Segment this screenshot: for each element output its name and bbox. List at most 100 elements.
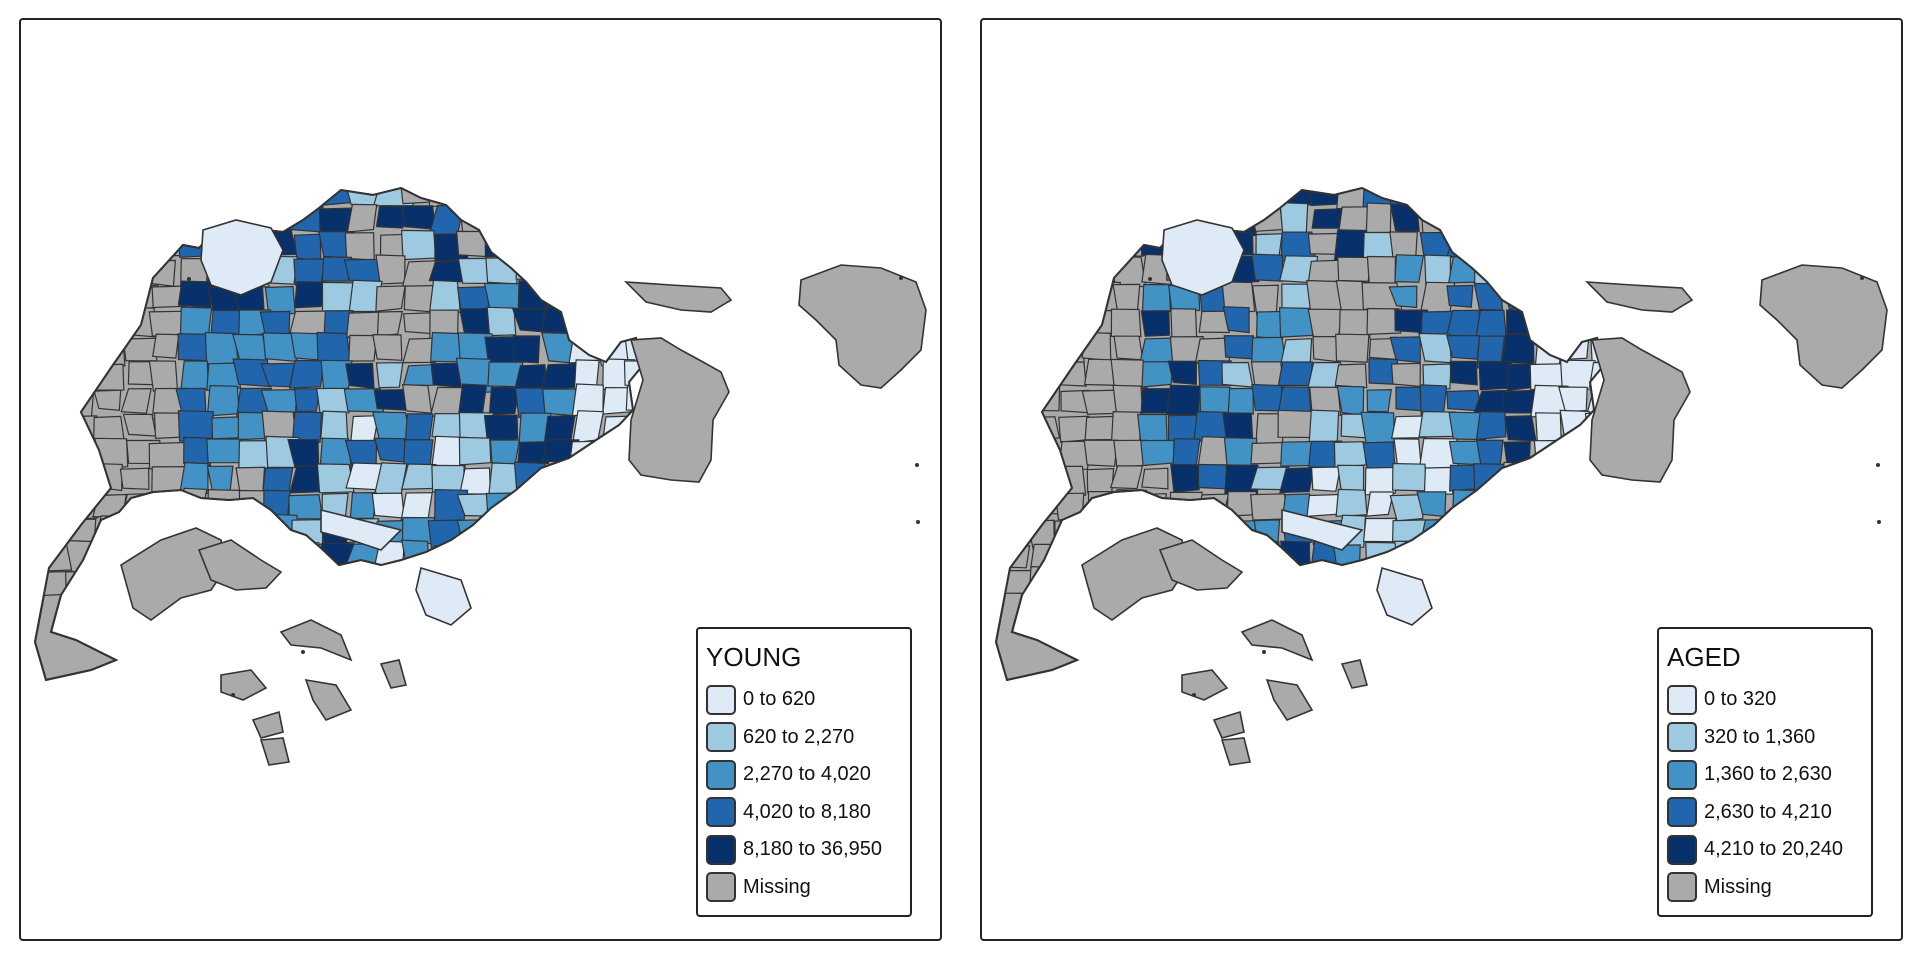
islet-dot bbox=[1860, 276, 1864, 280]
subzone-polygon bbox=[94, 188, 123, 209]
subzone-polygon bbox=[514, 490, 554, 519]
subzone-polygon bbox=[1141, 467, 1169, 490]
subzone-polygon bbox=[1643, 493, 1670, 515]
subzone-polygon bbox=[93, 515, 128, 547]
subzone-polygon bbox=[1614, 209, 1647, 232]
subzone-polygon bbox=[1116, 203, 1142, 236]
subzone-polygon bbox=[539, 468, 576, 495]
subzone-polygon bbox=[1280, 540, 1311, 575]
subzone-polygon bbox=[1308, 409, 1340, 445]
subzone-polygon bbox=[1675, 257, 1702, 285]
subzone-polygon bbox=[1110, 228, 1146, 257]
subzone-polygon bbox=[1084, 415, 1116, 441]
offshore-island bbox=[1181, 669, 1229, 701]
subzone-polygon bbox=[69, 438, 96, 466]
subzone-polygon bbox=[568, 335, 610, 364]
subzone-polygon bbox=[372, 570, 410, 599]
legend-swatch bbox=[1667, 759, 1697, 790]
subzone-polygon bbox=[1362, 517, 1397, 543]
subzone-polygon bbox=[1529, 188, 1567, 212]
offshore-island bbox=[220, 669, 268, 701]
subzone-polygon bbox=[1000, 493, 1034, 517]
map-panel-aged: AGED 0 to 320 320 to 1,360 1,360 to 2,63… bbox=[980, 18, 1903, 941]
offshore-island bbox=[1759, 264, 1888, 389]
subzone-polygon bbox=[1031, 358, 1059, 390]
subzone-polygon bbox=[1309, 386, 1342, 417]
subzone-polygon bbox=[1338, 309, 1371, 340]
subzone-polygon bbox=[1360, 411, 1396, 445]
subzone-polygon bbox=[292, 411, 323, 443]
map-panel-young: YOUNG 0 to 620 620 to 2,270 2,270 to 4,0… bbox=[19, 18, 942, 941]
subzone-polygon bbox=[596, 570, 632, 594]
subzone-polygon bbox=[576, 311, 609, 339]
subzone-polygon bbox=[543, 202, 573, 231]
subzone-polygon bbox=[148, 441, 187, 470]
subzone-polygon bbox=[176, 487, 208, 519]
offshore-island bbox=[623, 281, 733, 313]
subzone-polygon bbox=[1587, 513, 1604, 542]
subzone-polygon bbox=[1055, 205, 1091, 234]
subzone-polygon bbox=[544, 414, 576, 444]
subzone-polygon bbox=[462, 565, 497, 599]
subzone-polygon bbox=[317, 567, 352, 594]
subzone-polygon bbox=[37, 188, 70, 206]
subzone-polygon bbox=[1417, 188, 1456, 209]
subzone-polygon bbox=[712, 178, 745, 206]
subzone-polygon bbox=[627, 492, 643, 521]
subzone-polygon bbox=[1445, 309, 1481, 340]
subzone-polygon bbox=[1003, 188, 1040, 206]
subzone-polygon bbox=[1672, 518, 1710, 546]
subzone-polygon bbox=[569, 207, 598, 232]
subzone-polygon bbox=[1222, 306, 1250, 334]
subzone-polygon bbox=[1504, 570, 1538, 599]
legend-label: 320 to 1,360 bbox=[1704, 725, 1816, 748]
subzone-polygon bbox=[1389, 336, 1421, 364]
legend-label: 4,020 to 8,180 bbox=[743, 800, 871, 823]
subzone-polygon bbox=[1000, 412, 1035, 439]
subzone-polygon bbox=[655, 542, 689, 566]
subzone-polygon bbox=[488, 206, 521, 236]
subzone-polygon bbox=[1445, 540, 1478, 571]
subzone-polygon bbox=[43, 466, 73, 493]
subzone-polygon bbox=[63, 233, 99, 262]
subzone-polygon bbox=[1561, 310, 1597, 339]
subzone-polygon bbox=[1648, 545, 1674, 575]
subzone-polygon bbox=[293, 570, 331, 601]
subzone-polygon bbox=[1170, 188, 1205, 209]
legend-title: AGED bbox=[1667, 642, 1741, 672]
legend-label: 0 to 320 bbox=[1704, 688, 1777, 711]
subzone-polygon bbox=[206, 362, 242, 392]
subzone-polygon bbox=[1166, 384, 1201, 416]
subzone-polygon bbox=[1170, 308, 1198, 341]
subzone-polygon bbox=[541, 543, 573, 569]
subzone-polygon bbox=[1534, 490, 1564, 521]
subzone-polygon bbox=[1227, 387, 1254, 415]
subzone-polygon bbox=[1055, 253, 1086, 284]
subzone-polygon bbox=[1365, 541, 1397, 571]
subzone-polygon bbox=[1221, 361, 1254, 388]
subzone-polygon bbox=[682, 519, 713, 546]
subzone-polygon bbox=[1501, 202, 1537, 233]
subzone-polygon bbox=[596, 439, 626, 470]
subzone-polygon bbox=[484, 567, 519, 594]
subzone-polygon bbox=[430, 331, 462, 363]
subzone-polygon bbox=[321, 256, 353, 282]
subzone-polygon bbox=[544, 518, 578, 547]
islet-dot bbox=[1877, 520, 1881, 524]
subzone-polygon bbox=[288, 206, 324, 233]
subzone-polygon bbox=[998, 281, 1029, 307]
subzone-polygon bbox=[1561, 461, 1588, 495]
subzone-polygon bbox=[1533, 229, 1570, 258]
subzone-polygon bbox=[603, 306, 628, 341]
subzone-polygon bbox=[1195, 188, 1225, 211]
subzone-polygon bbox=[712, 204, 746, 231]
legend-item: 4,020 to 8,180 bbox=[706, 794, 910, 832]
subzone-polygon bbox=[1141, 283, 1172, 315]
subzone-polygon bbox=[544, 492, 575, 519]
subzone-polygon bbox=[1052, 338, 1085, 367]
subzone-polygon bbox=[997, 466, 1031, 490]
subzone-polygon bbox=[483, 542, 517, 569]
choropleth-map-young bbox=[33, 178, 927, 766]
subzone-polygon bbox=[1140, 310, 1171, 337]
legend-swatch bbox=[706, 759, 736, 790]
